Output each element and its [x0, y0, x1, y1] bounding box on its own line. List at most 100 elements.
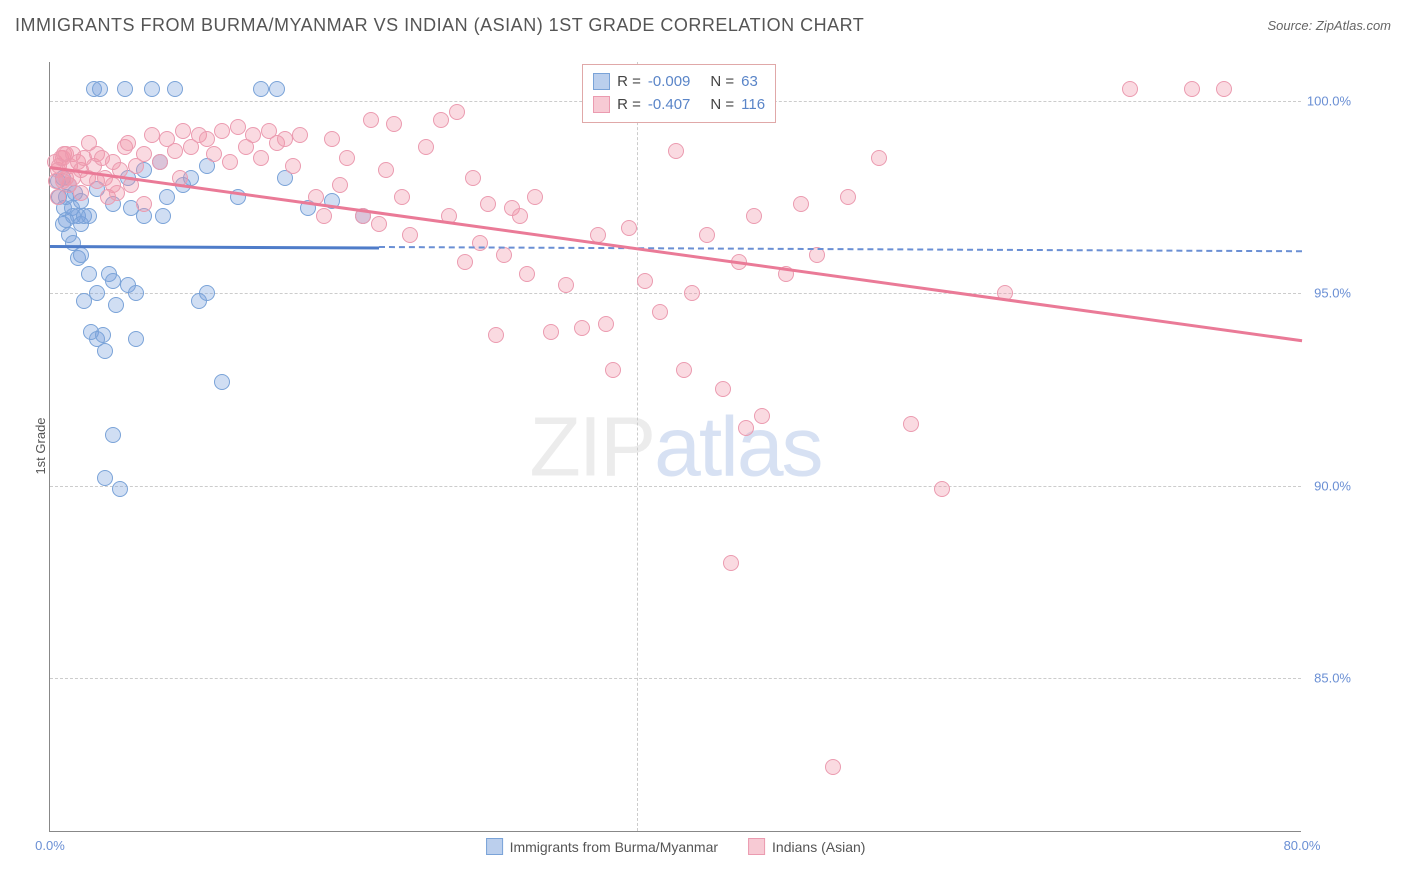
dot-indian — [386, 116, 402, 132]
dot-indian — [738, 420, 754, 436]
n-value: 116 — [741, 93, 765, 116]
plot-area: ZIPatlas 85.0%90.0%95.0%100.0%0.0%80.0%R… — [49, 62, 1301, 832]
dot-burma — [112, 481, 128, 497]
chart-title: IMMIGRANTS FROM BURMA/MYANMAR VS INDIAN … — [15, 15, 864, 36]
dot-indian — [512, 208, 528, 224]
dot-indian — [527, 189, 543, 205]
dot-burma — [73, 247, 89, 263]
dot-burma — [81, 208, 97, 224]
dot-indian — [136, 146, 152, 162]
dot-indian — [637, 273, 653, 289]
xtick-label: 0.0% — [35, 838, 65, 853]
dot-indian — [136, 196, 152, 212]
dot-indian — [371, 216, 387, 232]
dot-indian — [825, 759, 841, 775]
grid-h — [50, 486, 1301, 487]
dot-indian — [465, 170, 481, 186]
dot-burma — [105, 273, 121, 289]
ytick-label: 100.0% — [1307, 93, 1351, 108]
bottom-legend: Immigrants from Burma/Myanmar Indians (As… — [486, 838, 866, 855]
dot-indian — [668, 143, 684, 159]
dot-indian — [699, 227, 715, 243]
dot-indian — [449, 104, 465, 120]
dot-indian — [120, 135, 136, 151]
dot-indian — [746, 208, 762, 224]
dot-indian — [214, 123, 230, 139]
dot-indian — [206, 146, 222, 162]
legend-swatch — [486, 838, 503, 855]
r-legend-row: R =-0.009N =63 — [593, 70, 765, 93]
n-label: N = — [710, 93, 734, 116]
dot-indian — [715, 381, 731, 397]
trend-line — [50, 166, 1302, 342]
dot-burma — [95, 327, 111, 343]
watermark: ZIPatlas — [529, 398, 821, 495]
dot-burma — [92, 81, 108, 97]
dot-burma — [128, 285, 144, 301]
dot-burma — [155, 208, 171, 224]
dot-indian — [754, 408, 770, 424]
dot-indian — [253, 150, 269, 166]
ytick-label: 90.0% — [1314, 478, 1351, 493]
dot-indian — [488, 327, 504, 343]
dot-indian — [652, 304, 668, 320]
dot-indian — [723, 555, 739, 571]
dot-indian — [222, 154, 238, 170]
title-bar: IMMIGRANTS FROM BURMA/MYANMAR VS INDIAN … — [0, 0, 1406, 42]
dot-indian — [324, 131, 340, 147]
dot-burma — [97, 343, 113, 359]
dot-indian — [871, 150, 887, 166]
legend-item: Immigrants from Burma/Myanmar — [486, 838, 718, 855]
grid-h — [50, 293, 1301, 294]
dot-indian — [199, 131, 215, 147]
r-label: R = — [617, 93, 641, 116]
dot-indian — [605, 362, 621, 378]
r-value: -0.009 — [648, 70, 691, 93]
dot-burma — [269, 81, 285, 97]
dot-burma — [81, 266, 97, 282]
r-legend-box: R =-0.009N =63R =-0.407N =116 — [582, 64, 776, 123]
dot-indian — [1184, 81, 1200, 97]
trend-line — [50, 245, 379, 249]
legend-label: Indians (Asian) — [772, 839, 865, 855]
legend-label: Immigrants from Burma/Myanmar — [510, 839, 718, 855]
dot-indian — [934, 481, 950, 497]
trend-line — [379, 246, 1302, 252]
dot-indian — [621, 220, 637, 236]
dot-burma — [199, 285, 215, 301]
dot-indian — [285, 158, 301, 174]
dot-indian — [402, 227, 418, 243]
dot-indian — [316, 208, 332, 224]
dot-indian — [598, 316, 614, 332]
dot-indian — [332, 177, 348, 193]
dot-burma — [167, 81, 183, 97]
dot-indian — [378, 162, 394, 178]
dot-indian — [574, 320, 590, 336]
grid-v — [637, 62, 638, 831]
r-label: R = — [617, 70, 641, 93]
dot-burma — [97, 470, 113, 486]
dot-indian — [433, 112, 449, 128]
dot-indian — [292, 127, 308, 143]
dot-indian — [245, 127, 261, 143]
dot-indian — [394, 189, 410, 205]
dot-indian — [152, 154, 168, 170]
dot-indian — [230, 119, 246, 135]
dot-indian — [73, 185, 89, 201]
n-label: N = — [710, 70, 734, 93]
dot-burma — [144, 81, 160, 97]
dot-indian — [339, 150, 355, 166]
dot-burma — [89, 285, 105, 301]
chart-wrap: ZIPatlas 85.0%90.0%95.0%100.0%0.0%80.0%R… — [49, 62, 1348, 832]
dot-burma — [105, 427, 121, 443]
dot-indian — [363, 112, 379, 128]
dot-burma — [253, 81, 269, 97]
dot-indian — [840, 189, 856, 205]
dot-indian — [472, 235, 488, 251]
legend-swatch — [593, 96, 610, 113]
dot-indian — [167, 143, 183, 159]
dot-burma — [117, 81, 133, 97]
dot-indian — [418, 139, 434, 155]
dot-indian — [496, 247, 512, 263]
source-label: Source: ZipAtlas.com — [1267, 18, 1391, 33]
